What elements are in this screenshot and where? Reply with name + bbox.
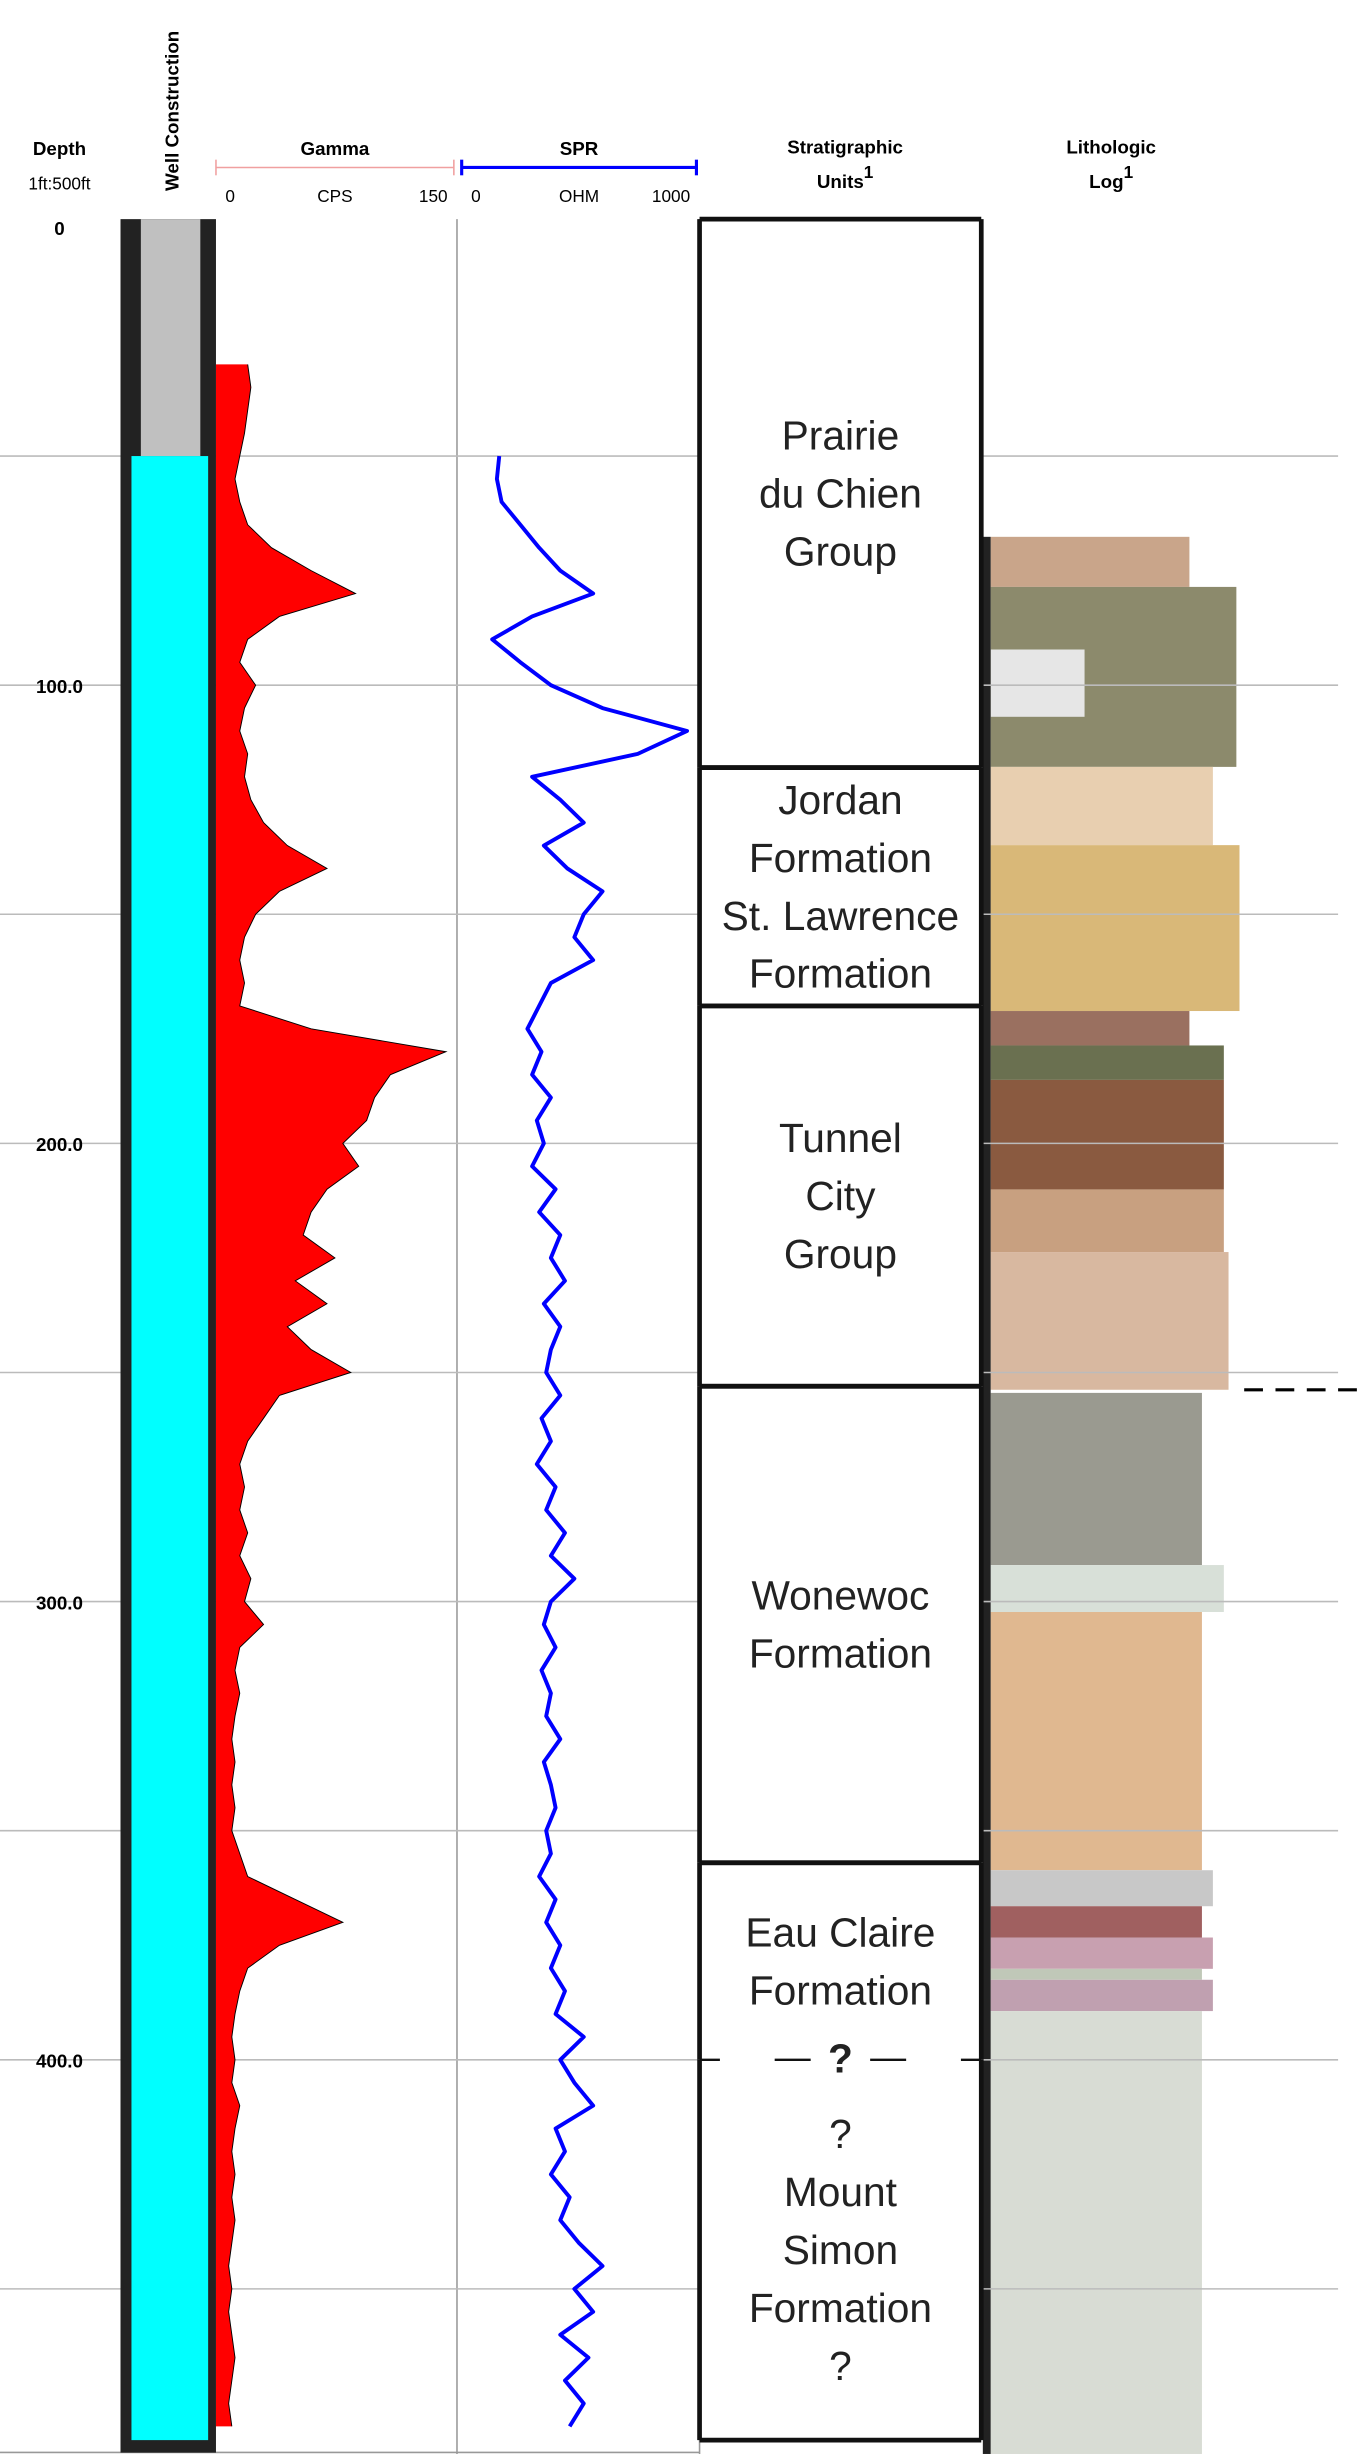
track-title: Gamma	[300, 138, 369, 159]
strat-unit-label: Jordan Formation St. Lawrence Formation	[722, 777, 959, 997]
strat-unit-label: ? Mount Simon Formation?	[749, 2111, 932, 2389]
strat-unit-label-line: Eau Claire	[745, 1909, 935, 1955]
strat-unit-label: Prairie du Chien Group	[759, 413, 922, 575]
lith-edge	[982, 536, 991, 2454]
lith-title: Lithologic Log1	[1066, 136, 1156, 191]
spr-line	[490, 455, 689, 2428]
strat-unit-box	[697, 1860, 984, 2060]
lith-band	[990, 2011, 1202, 2454]
strat-unit-label-line: Group	[784, 1231, 897, 1277]
lith-band	[990, 1937, 1213, 1969]
casing	[140, 219, 201, 457]
x-tick-label: 0	[471, 186, 481, 206]
strat-unit-label-line: St. Lawrence	[722, 893, 959, 939]
lith-band	[990, 649, 1085, 717]
strat-unit-label-line: Wonewoc	[751, 1573, 929, 1619]
well-construction-title: Well Construction	[161, 31, 182, 191]
strat-unit-label-line: Formation	[749, 1967, 932, 2013]
track-axis-label: CPS	[317, 186, 352, 206]
strat-unit-label-line: ?	[829, 2111, 852, 2157]
strat-unit-box	[697, 216, 984, 770]
depth-tick-label: 300.0	[36, 1592, 83, 1613]
lith-band	[990, 1611, 1202, 1871]
strat-unit-box	[697, 1383, 984, 1866]
strat-unit-box	[697, 1003, 984, 1389]
lith-band	[990, 1189, 1224, 1253]
lith-title-line: Log	[1089, 171, 1123, 192]
lith-title-line: Lithologic	[1066, 136, 1156, 157]
x-tick-label: 1000	[652, 186, 690, 206]
strat-unit-label-line: ?	[829, 2343, 852, 2389]
strat-unit-label-line: Group	[784, 528, 897, 574]
strat-unit-box	[697, 2059, 984, 2443]
note-mark: 1	[864, 162, 874, 182]
lithologic-log-bands	[982, 536, 1360, 2454]
x-tick-label: 0	[225, 186, 235, 206]
strat-unit-label: Tunnel City Group	[779, 1115, 902, 1277]
note-mark: 1	[1124, 162, 1134, 182]
depth-tick-label: 100.0	[36, 676, 83, 697]
lith-band	[990, 1252, 1229, 1390]
lith-band	[990, 1392, 1202, 1566]
strat-unit-label: Eau Claire Formation	[745, 1909, 935, 2013]
depth-tick-label: 200.0	[36, 1134, 83, 1155]
lith-band	[990, 1906, 1202, 1938]
strat-unit-label: Wonewoc Formation	[749, 1573, 932, 1677]
strat-unit-label-line: Formation	[749, 835, 932, 881]
lith-band	[990, 536, 1190, 587]
x-tick-label: 150	[419, 186, 448, 206]
strat-unit-label-line: Mount	[784, 2169, 897, 2215]
strat-unit-label-line: Formation	[749, 2285, 932, 2331]
strat-unit-label-line: Formation	[749, 951, 932, 997]
depth-tick-label: 0	[54, 218, 64, 239]
lith-band	[990, 1045, 1224, 1080]
strat-title-line: Stratigraphic	[787, 136, 903, 157]
depth-title: Depth	[33, 138, 86, 159]
depth-scale: 1ft:500ft	[28, 173, 90, 193]
strat-title-line: Units	[817, 171, 864, 192]
depth-tick-label: 400.0	[36, 2051, 83, 2072]
strat-unit-label-line: Formation	[749, 1631, 932, 1677]
gamma-outline	[228, 364, 448, 2427]
strat-unit-label-line: Jordan	[778, 777, 902, 823]
lith-band	[990, 1870, 1213, 1907]
lith-band	[990, 845, 1240, 1012]
lith-band	[990, 1979, 1213, 2012]
open-hole	[131, 456, 209, 2441]
lith-band	[990, 1079, 1224, 1190]
strat-unit-label-line: Simon	[783, 2227, 898, 2273]
gamma-fill	[215, 364, 446, 2427]
strat-unit-box	[697, 765, 984, 1009]
strat-title: Stratigraphic Units1	[787, 136, 903, 191]
strat-unit-label-line: Tunnel	[779, 1115, 902, 1161]
track-title: SPR	[560, 138, 599, 159]
lith-band	[990, 1565, 1224, 1612]
lith-band	[990, 1011, 1190, 1046]
track-axis-label: OHM	[559, 186, 599, 206]
uncertain-boundary-label: ?	[828, 2035, 853, 2081]
strat-unit-label-line: Prairie	[782, 413, 900, 459]
strat-unit-label-line: City	[805, 1173, 876, 1219]
lith-band	[990, 766, 1213, 846]
strat-unit-label-line: du Chien	[759, 470, 922, 516]
lith-band	[990, 1968, 1202, 1980]
